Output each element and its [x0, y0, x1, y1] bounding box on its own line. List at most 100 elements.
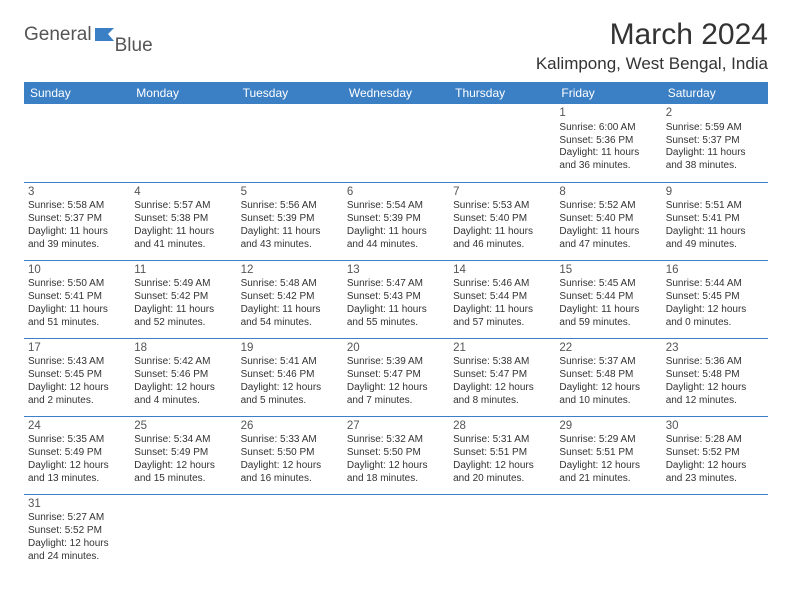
day-number: 22 — [559, 341, 657, 356]
sunset-text: Sunset: 5:49 PM — [28, 447, 126, 460]
calendar-cell — [449, 494, 555, 572]
calendar-cell: 28Sunrise: 5:31 AMSunset: 5:51 PMDayligh… — [449, 416, 555, 494]
day-number: 4 — [134, 185, 232, 200]
day-info: Sunrise: 5:43 AMSunset: 5:45 PMDaylight:… — [28, 356, 126, 407]
sunset-text: Sunset: 5:48 PM — [666, 369, 764, 382]
daylight-text-2: and 20 minutes. — [453, 473, 551, 486]
daylight-text-1: Daylight: 12 hours — [559, 460, 657, 473]
month-title: March 2024 — [536, 18, 768, 52]
day-number: 10 — [28, 263, 126, 278]
day-info: Sunrise: 5:49 AMSunset: 5:42 PMDaylight:… — [134, 278, 232, 329]
daylight-text-2: and 57 minutes. — [453, 317, 551, 330]
weekday-header: Thursday — [449, 82, 555, 104]
day-number: 26 — [241, 419, 339, 434]
day-info: Sunrise: 5:28 AMSunset: 5:52 PMDaylight:… — [666, 434, 764, 485]
day-number: 28 — [453, 419, 551, 434]
calendar-row: 3Sunrise: 5:58 AMSunset: 5:37 PMDaylight… — [24, 182, 768, 260]
sunset-text: Sunset: 5:47 PM — [453, 369, 551, 382]
daylight-text-2: and 41 minutes. — [134, 239, 232, 252]
day-number: 2 — [666, 106, 764, 121]
daylight-text-2: and 10 minutes. — [559, 395, 657, 408]
logo-text-blue: Blue — [115, 35, 153, 57]
logo: General Blue — [24, 24, 134, 46]
day-number: 9 — [666, 185, 764, 200]
day-info: Sunrise: 5:56 AMSunset: 5:39 PMDaylight:… — [241, 200, 339, 251]
day-info: Sunrise: 5:34 AMSunset: 5:49 PMDaylight:… — [134, 434, 232, 485]
calendar-cell: 11Sunrise: 5:49 AMSunset: 5:42 PMDayligh… — [130, 260, 236, 338]
day-info: Sunrise: 5:31 AMSunset: 5:51 PMDaylight:… — [453, 434, 551, 485]
calendar-cell: 17Sunrise: 5:43 AMSunset: 5:45 PMDayligh… — [24, 338, 130, 416]
calendar-cell: 16Sunrise: 5:44 AMSunset: 5:45 PMDayligh… — [662, 260, 768, 338]
day-number: 8 — [559, 185, 657, 200]
day-info: Sunrise: 5:35 AMSunset: 5:49 PMDaylight:… — [28, 434, 126, 485]
calendar-cell: 7Sunrise: 5:53 AMSunset: 5:40 PMDaylight… — [449, 182, 555, 260]
sunrise-text: Sunrise: 5:43 AM — [28, 356, 126, 369]
day-number: 21 — [453, 341, 551, 356]
calendar-cell — [24, 104, 130, 182]
daylight-text-1: Daylight: 12 hours — [28, 460, 126, 473]
sunset-text: Sunset: 5:51 PM — [559, 447, 657, 460]
day-number: 6 — [347, 185, 445, 200]
calendar-row: 17Sunrise: 5:43 AMSunset: 5:45 PMDayligh… — [24, 338, 768, 416]
sunset-text: Sunset: 5:39 PM — [347, 213, 445, 226]
calendar-cell: 1Sunrise: 6:00 AMSunset: 5:36 PMDaylight… — [555, 104, 661, 182]
daylight-text-1: Daylight: 11 hours — [453, 304, 551, 317]
day-info: Sunrise: 5:41 AMSunset: 5:46 PMDaylight:… — [241, 356, 339, 407]
calendar-cell: 22Sunrise: 5:37 AMSunset: 5:48 PMDayligh… — [555, 338, 661, 416]
day-number: 15 — [559, 263, 657, 278]
calendar-cell: 23Sunrise: 5:36 AMSunset: 5:48 PMDayligh… — [662, 338, 768, 416]
calendar-cell: 31Sunrise: 5:27 AMSunset: 5:52 PMDayligh… — [24, 494, 130, 572]
day-number: 13 — [347, 263, 445, 278]
calendar-cell: 27Sunrise: 5:32 AMSunset: 5:50 PMDayligh… — [343, 416, 449, 494]
sunset-text: Sunset: 5:45 PM — [28, 369, 126, 382]
calendar-cell: 12Sunrise: 5:48 AMSunset: 5:42 PMDayligh… — [237, 260, 343, 338]
calendar-cell: 3Sunrise: 5:58 AMSunset: 5:37 PMDaylight… — [24, 182, 130, 260]
day-number: 1 — [559, 106, 657, 121]
daylight-text-2: and 18 minutes. — [347, 473, 445, 486]
sunset-text: Sunset: 5:37 PM — [28, 213, 126, 226]
calendar-cell: 21Sunrise: 5:38 AMSunset: 5:47 PMDayligh… — [449, 338, 555, 416]
calendar-body: 1Sunrise: 6:00 AMSunset: 5:36 PMDaylight… — [24, 104, 768, 572]
calendar-cell: 2Sunrise: 5:59 AMSunset: 5:37 PMDaylight… — [662, 104, 768, 182]
daylight-text-2: and 5 minutes. — [241, 395, 339, 408]
weekday-header: Tuesday — [237, 82, 343, 104]
daylight-text-1: Daylight: 11 hours — [347, 226, 445, 239]
day-number: 29 — [559, 419, 657, 434]
sunrise-text: Sunrise: 5:58 AM — [28, 200, 126, 213]
day-info: Sunrise: 5:46 AMSunset: 5:44 PMDaylight:… — [453, 278, 551, 329]
calendar-cell: 15Sunrise: 5:45 AMSunset: 5:44 PMDayligh… — [555, 260, 661, 338]
sunset-text: Sunset: 5:47 PM — [347, 369, 445, 382]
calendar-cell: 25Sunrise: 5:34 AMSunset: 5:49 PMDayligh… — [130, 416, 236, 494]
weekday-header: Wednesday — [343, 82, 449, 104]
daylight-text-2: and 46 minutes. — [453, 239, 551, 252]
day-info: Sunrise: 5:51 AMSunset: 5:41 PMDaylight:… — [666, 200, 764, 251]
calendar-cell — [449, 104, 555, 182]
sunrise-text: Sunrise: 5:33 AM — [241, 434, 339, 447]
sunset-text: Sunset: 5:38 PM — [134, 213, 232, 226]
daylight-text-2: and 12 minutes. — [666, 395, 764, 408]
daylight-text-2: and 59 minutes. — [559, 317, 657, 330]
day-info: Sunrise: 5:39 AMSunset: 5:47 PMDaylight:… — [347, 356, 445, 407]
daylight-text-2: and 21 minutes. — [559, 473, 657, 486]
day-number: 20 — [347, 341, 445, 356]
daylight-text-1: Daylight: 12 hours — [453, 460, 551, 473]
weekday-header: Friday — [555, 82, 661, 104]
calendar-table: Sunday Monday Tuesday Wednesday Thursday… — [24, 82, 768, 572]
sunrise-text: Sunrise: 5:48 AM — [241, 278, 339, 291]
weekday-header: Sunday — [24, 82, 130, 104]
daylight-text-2: and 23 minutes. — [666, 473, 764, 486]
sunrise-text: Sunrise: 5:56 AM — [241, 200, 339, 213]
daylight-text-1: Daylight: 11 hours — [241, 304, 339, 317]
sunrise-text: Sunrise: 5:42 AM — [134, 356, 232, 369]
daylight-text-2: and 36 minutes. — [559, 160, 657, 173]
sunrise-text: Sunrise: 6:00 AM — [559, 122, 657, 135]
daylight-text-2: and 39 minutes. — [28, 239, 126, 252]
daylight-text-1: Daylight: 12 hours — [666, 382, 764, 395]
daylight-text-2: and 2 minutes. — [28, 395, 126, 408]
calendar-cell — [237, 494, 343, 572]
calendar-cell: 30Sunrise: 5:28 AMSunset: 5:52 PMDayligh… — [662, 416, 768, 494]
sunset-text: Sunset: 5:46 PM — [134, 369, 232, 382]
calendar-cell: 5Sunrise: 5:56 AMSunset: 5:39 PMDaylight… — [237, 182, 343, 260]
sunrise-text: Sunrise: 5:36 AM — [666, 356, 764, 369]
sunrise-text: Sunrise: 5:53 AM — [453, 200, 551, 213]
